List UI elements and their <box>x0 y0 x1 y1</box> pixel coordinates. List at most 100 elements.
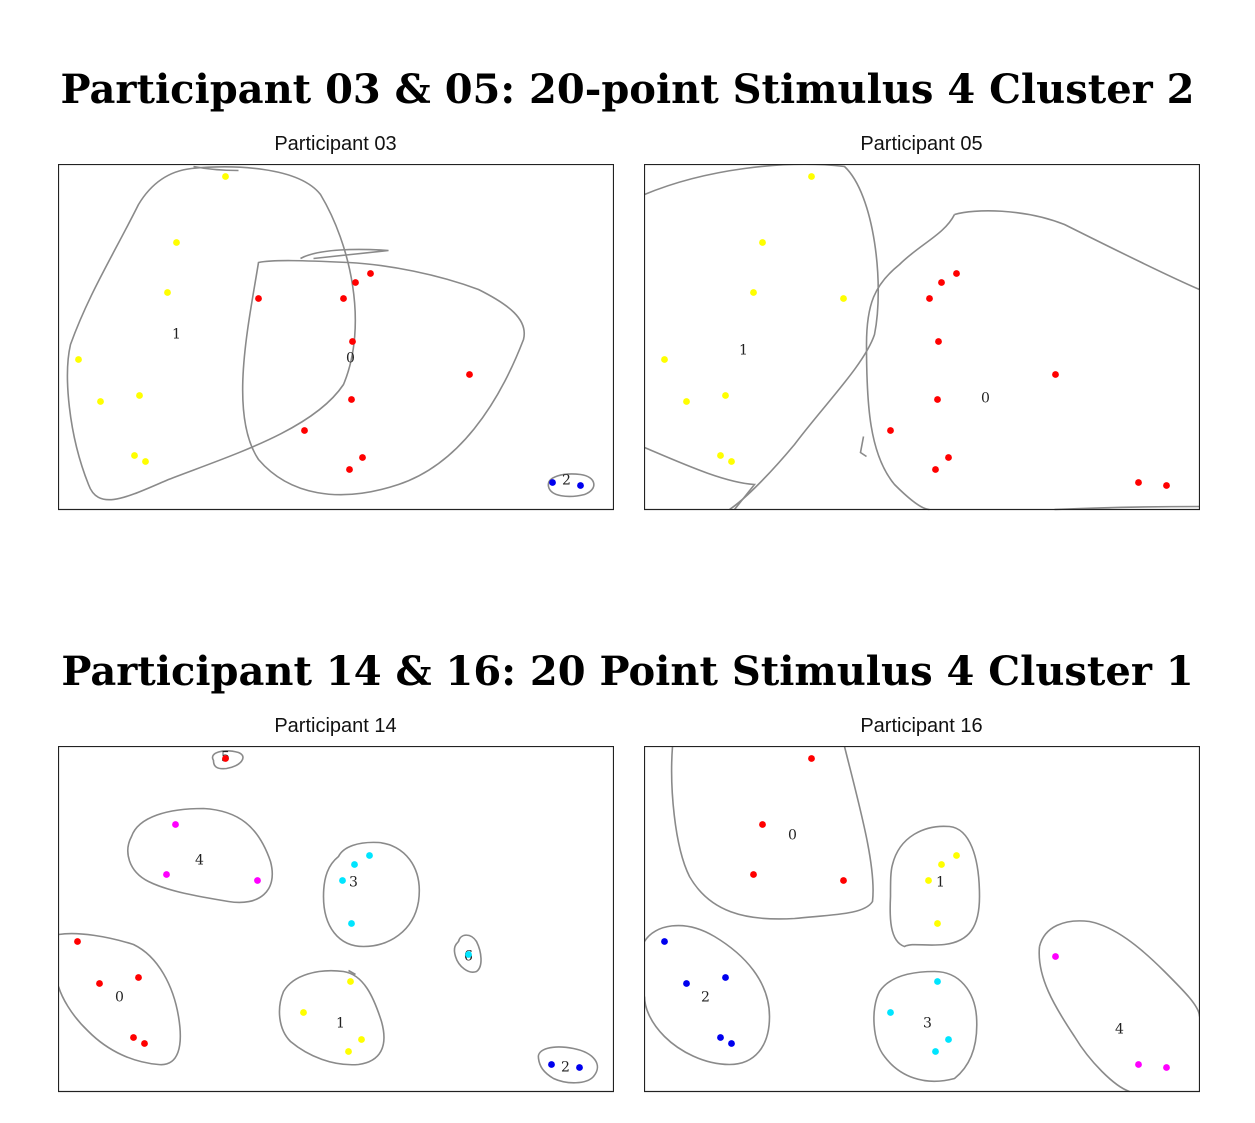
scatter-panel-participant-05: 10 <box>644 164 1200 511</box>
cluster-label: 1 <box>739 343 748 359</box>
data-point <box>340 295 347 302</box>
cluster-outline <box>322 841 421 948</box>
data-point <box>136 392 143 399</box>
data-point <box>130 1034 137 1041</box>
cluster-label: 1 <box>936 875 945 891</box>
data-point <box>347 978 354 985</box>
data-point <box>840 295 847 302</box>
data-point <box>1163 482 1170 489</box>
cluster-label: 2 <box>561 1060 570 1076</box>
data-point <box>935 338 942 345</box>
data-point <box>346 466 353 473</box>
cluster-outline <box>211 750 244 770</box>
data-point <box>953 270 960 277</box>
cluster-outline <box>889 825 981 948</box>
plot-frame <box>58 746 614 1093</box>
data-point <box>934 978 941 985</box>
data-point <box>728 1040 735 1047</box>
cluster-outline <box>1038 946 1130 1093</box>
data-point <box>359 454 366 461</box>
data-point <box>254 877 261 884</box>
cluster-outline <box>66 166 357 501</box>
data-point <box>548 1061 555 1068</box>
data-point <box>345 1048 352 1055</box>
plot-frame <box>644 746 1200 1093</box>
plot-frame <box>58 164 614 511</box>
data-point <box>142 458 149 465</box>
cluster-label: 1 <box>336 1016 345 1032</box>
data-point <box>339 877 346 884</box>
data-point <box>750 289 757 296</box>
data-point <box>300 1009 307 1016</box>
cluster-outline <box>670 746 874 920</box>
cluster-outlines <box>644 746 1200 1093</box>
data-point <box>683 398 690 405</box>
cluster-outline <box>1038 920 1200 1017</box>
data-point <box>465 951 472 958</box>
data-point <box>131 452 138 459</box>
data-point <box>222 173 229 180</box>
data-point <box>750 871 757 878</box>
data-point <box>164 289 171 296</box>
data-point <box>301 427 308 434</box>
cluster-outlines <box>66 165 595 501</box>
cluster-label: 0 <box>981 391 990 407</box>
data-point <box>932 466 939 473</box>
data-point <box>759 821 766 828</box>
data-point <box>1052 371 1059 378</box>
data-point <box>173 239 180 246</box>
cluster-outline <box>537 1046 599 1084</box>
data-point <box>163 871 170 878</box>
cluster-outline <box>865 214 956 511</box>
scatter-panel-participant-14: 5436012 <box>58 746 614 1093</box>
data-point <box>1135 479 1142 486</box>
data-point <box>887 427 894 434</box>
data-point <box>576 1064 583 1071</box>
panel-title-participant-03: Participant 03 <box>274 133 397 155</box>
cluster-label: 0 <box>346 351 355 367</box>
cluster-outline <box>644 164 879 511</box>
data-point <box>926 295 933 302</box>
data-point <box>348 920 355 927</box>
data-point <box>1052 953 1059 960</box>
data-point <box>934 396 941 403</box>
cluster-label: 2 <box>701 990 710 1006</box>
data-point <box>352 279 359 286</box>
data-point <box>1135 1061 1142 1068</box>
data-point <box>172 821 179 828</box>
cluster-label: 2 <box>562 473 571 489</box>
cluster-outline <box>873 970 978 1083</box>
data-point <box>808 173 815 180</box>
group-2-title: Participant 14 & 16: 20 Point Stimulus 4… <box>61 648 1194 695</box>
data-point <box>953 852 960 859</box>
data-point <box>887 1009 894 1016</box>
panel-title-participant-14: Participant 14 <box>274 715 397 737</box>
cluster-label: 1 <box>172 327 181 343</box>
cluster-label: 0 <box>115 990 124 1006</box>
cluster-outline <box>278 970 385 1066</box>
data-point <box>945 454 952 461</box>
scatter-panel-participant-03: 1 0 2 <box>58 164 614 511</box>
data-point <box>141 1040 148 1047</box>
data-point <box>661 356 668 363</box>
data-point <box>938 861 945 868</box>
data-point <box>932 1048 939 1055</box>
data-point <box>358 1036 365 1043</box>
cluster-outline <box>300 248 389 260</box>
data-point <box>808 755 815 762</box>
data-point <box>934 920 941 927</box>
cluster-label: 4 <box>1115 1022 1124 1038</box>
data-point <box>945 1036 952 1043</box>
panel-title-participant-05: Participant 05 <box>860 133 983 155</box>
data-point <box>74 938 81 945</box>
data-point <box>97 398 104 405</box>
data-point <box>938 279 945 286</box>
cluster-outline <box>453 934 482 973</box>
scatter-panel-participant-16: 0 1 2 3 4 <box>644 746 1200 1093</box>
data-point <box>348 396 355 403</box>
data-point <box>722 974 729 981</box>
data-point <box>351 861 358 868</box>
data-point <box>96 980 103 987</box>
data-point <box>759 239 766 246</box>
data-point <box>840 877 847 884</box>
